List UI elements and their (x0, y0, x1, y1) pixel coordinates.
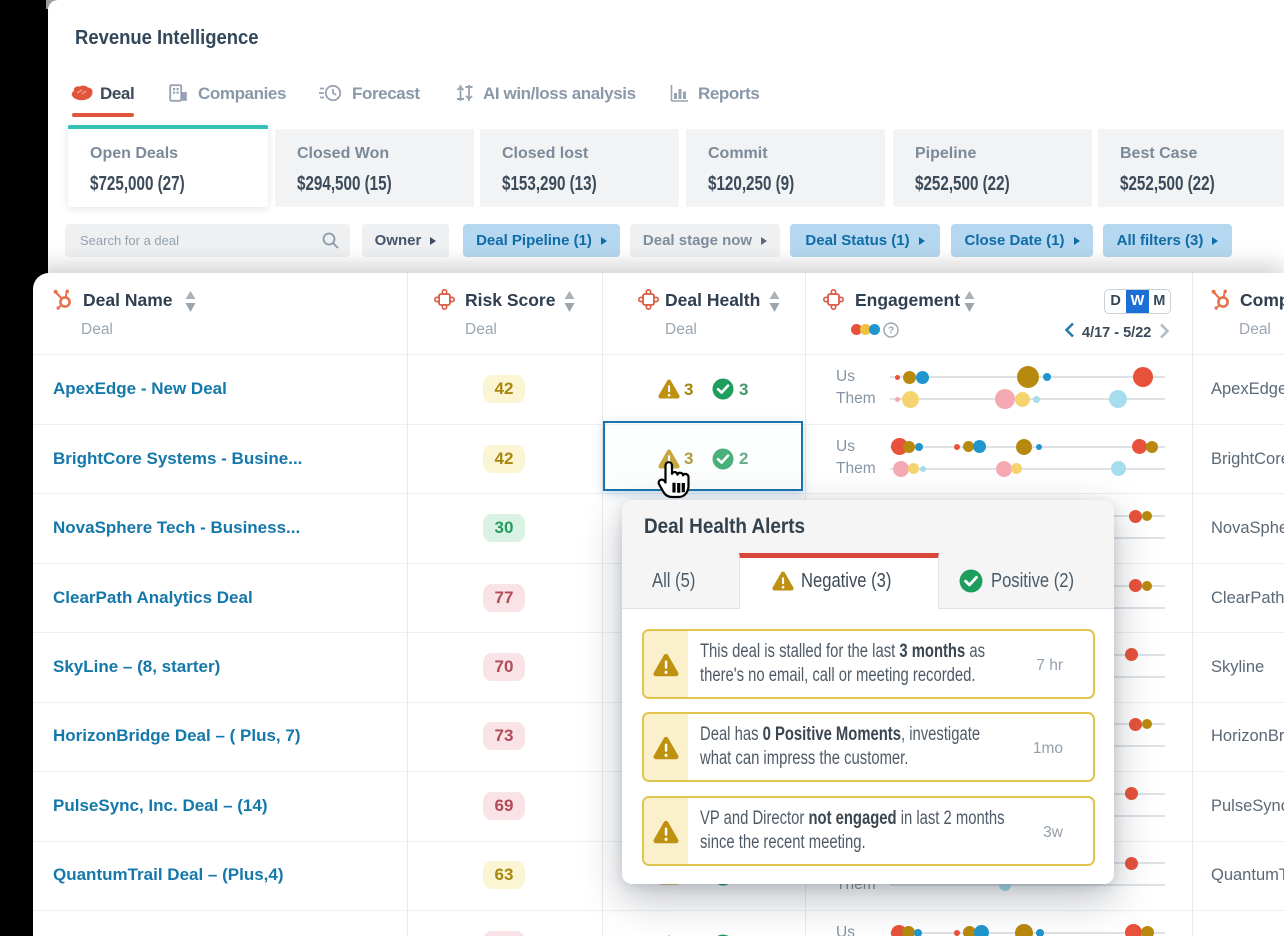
svg-text:?: ? (888, 326, 894, 337)
